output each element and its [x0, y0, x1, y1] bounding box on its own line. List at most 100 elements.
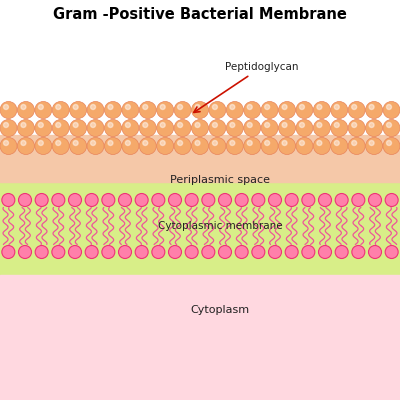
Circle shape — [139, 120, 156, 136]
Circle shape — [252, 194, 265, 206]
Circle shape — [85, 246, 98, 258]
Circle shape — [278, 120, 296, 136]
Circle shape — [56, 104, 61, 110]
Text: Peptidoglycan: Peptidoglycan — [194, 62, 298, 112]
Circle shape — [202, 194, 215, 206]
Circle shape — [38, 140, 43, 146]
Circle shape — [366, 102, 382, 118]
Circle shape — [265, 122, 270, 128]
Circle shape — [318, 194, 332, 206]
Circle shape — [104, 138, 122, 154]
Text: Cytoplasmic membrane: Cytoplasmic membrane — [158, 221, 282, 231]
Circle shape — [317, 122, 322, 128]
Circle shape — [369, 104, 374, 110]
Circle shape — [87, 120, 104, 136]
Circle shape — [369, 122, 374, 128]
Circle shape — [247, 104, 252, 110]
Circle shape — [192, 138, 208, 154]
Circle shape — [268, 246, 282, 258]
Circle shape — [35, 246, 48, 258]
Circle shape — [386, 122, 392, 128]
Circle shape — [118, 246, 132, 258]
Circle shape — [348, 102, 365, 118]
Circle shape — [366, 120, 382, 136]
Circle shape — [143, 122, 148, 128]
Circle shape — [331, 102, 348, 118]
Circle shape — [152, 246, 165, 258]
Circle shape — [352, 194, 365, 206]
Circle shape — [296, 120, 313, 136]
Circle shape — [35, 138, 52, 154]
Circle shape — [139, 102, 156, 118]
Circle shape — [282, 122, 287, 128]
Circle shape — [244, 120, 261, 136]
Circle shape — [226, 120, 243, 136]
Circle shape — [70, 120, 87, 136]
Text: Cytoplasm: Cytoplasm — [190, 305, 250, 315]
Circle shape — [168, 246, 182, 258]
Circle shape — [2, 194, 15, 206]
Circle shape — [52, 102, 69, 118]
Circle shape — [68, 194, 82, 206]
Circle shape — [135, 194, 148, 206]
Circle shape — [21, 104, 26, 110]
Bar — [0, 275, 400, 400]
Circle shape — [21, 140, 26, 146]
Circle shape — [261, 138, 278, 154]
Circle shape — [157, 138, 174, 154]
Circle shape — [108, 140, 113, 146]
Circle shape — [157, 120, 174, 136]
Circle shape — [21, 122, 26, 128]
Circle shape — [285, 194, 298, 206]
Circle shape — [0, 138, 17, 154]
Circle shape — [178, 122, 182, 128]
Circle shape — [300, 122, 304, 128]
Circle shape — [368, 246, 382, 258]
Circle shape — [313, 120, 330, 136]
Circle shape — [125, 104, 130, 110]
Circle shape — [160, 104, 165, 110]
Circle shape — [348, 138, 365, 154]
Circle shape — [212, 104, 218, 110]
Circle shape — [70, 102, 87, 118]
Circle shape — [352, 104, 357, 110]
Circle shape — [313, 138, 330, 154]
Circle shape — [38, 122, 43, 128]
Circle shape — [278, 102, 296, 118]
Circle shape — [35, 102, 52, 118]
Circle shape — [52, 246, 65, 258]
Circle shape — [352, 246, 365, 258]
Circle shape — [160, 122, 165, 128]
Circle shape — [18, 102, 34, 118]
Circle shape — [202, 246, 215, 258]
Circle shape — [334, 140, 339, 146]
Circle shape — [139, 138, 156, 154]
Circle shape — [87, 102, 104, 118]
Circle shape — [185, 246, 198, 258]
Circle shape — [4, 140, 8, 146]
Circle shape — [122, 102, 139, 118]
Circle shape — [218, 246, 232, 258]
Circle shape — [102, 246, 115, 258]
Circle shape — [160, 140, 165, 146]
Circle shape — [108, 104, 113, 110]
Circle shape — [4, 122, 8, 128]
Circle shape — [212, 122, 218, 128]
Circle shape — [18, 138, 34, 154]
Circle shape — [335, 246, 348, 258]
Circle shape — [385, 194, 398, 206]
Circle shape — [104, 102, 122, 118]
Circle shape — [178, 104, 182, 110]
Circle shape — [135, 246, 148, 258]
Circle shape — [247, 122, 252, 128]
Circle shape — [230, 104, 235, 110]
Circle shape — [348, 120, 365, 136]
Circle shape — [302, 194, 315, 206]
Circle shape — [235, 246, 248, 258]
Circle shape — [226, 138, 243, 154]
Circle shape — [282, 140, 287, 146]
Circle shape — [261, 102, 278, 118]
Circle shape — [52, 194, 65, 206]
Circle shape — [104, 120, 122, 136]
Circle shape — [192, 120, 208, 136]
